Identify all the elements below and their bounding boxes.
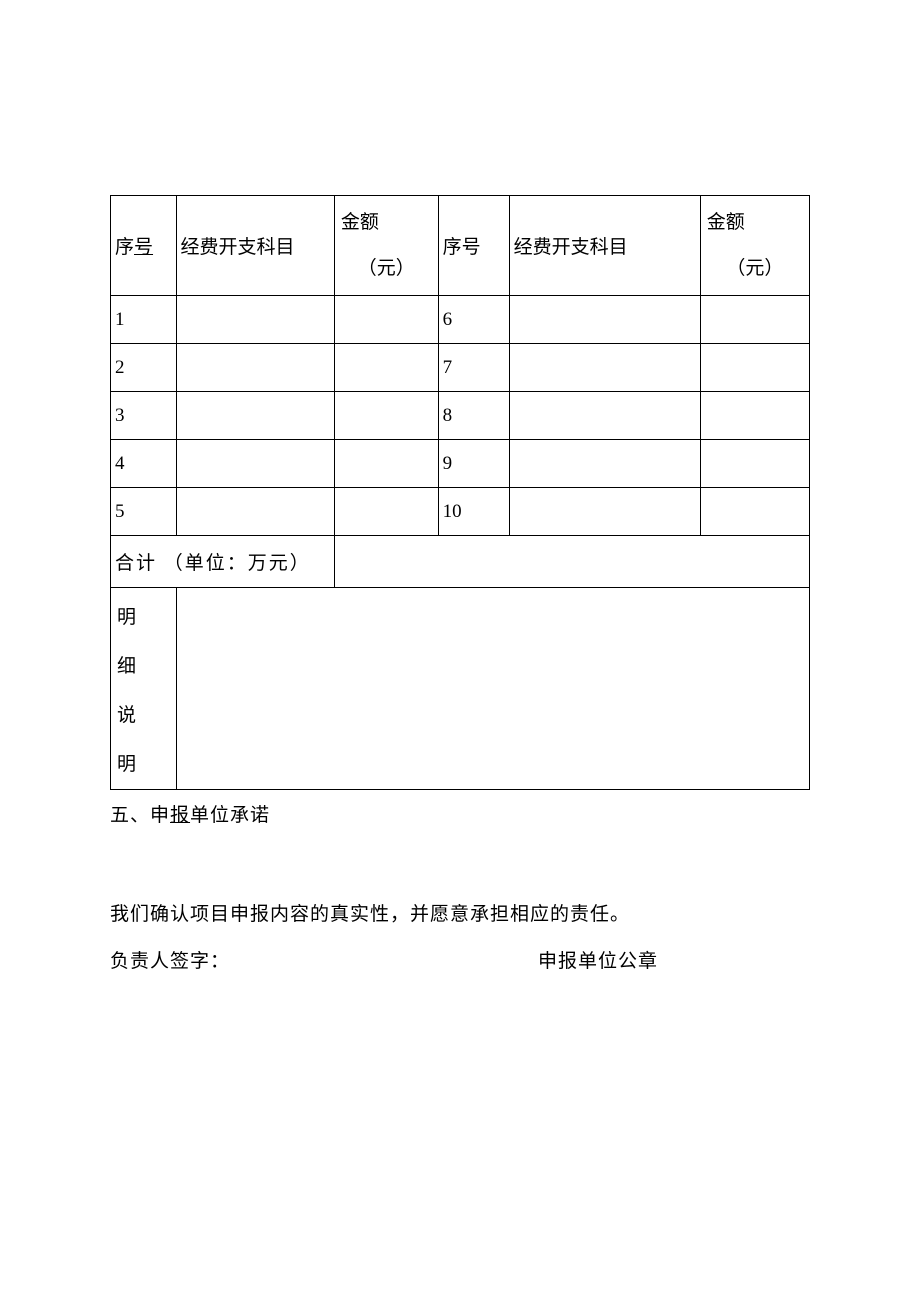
table-row: 2 7: [111, 344, 810, 392]
cell-subject: [176, 440, 334, 488]
detail-label-char: 说: [117, 700, 172, 727]
table-row: 4 9: [111, 440, 810, 488]
detail-value: [176, 588, 809, 790]
cell-subject: [509, 296, 700, 344]
cell-seq: 5: [111, 488, 177, 536]
cell-subject: [509, 488, 700, 536]
expense-table: 序号 经费开支科目 金额 （元） 序号 经费开支科目 金额 （元） 1 6 2: [110, 195, 810, 790]
cell-seq: 6: [438, 296, 509, 344]
cell-amount: [700, 344, 809, 392]
header-amount-left-line2: （元）: [339, 246, 434, 292]
cell-amount: [334, 392, 438, 440]
cell-subject: [509, 392, 700, 440]
heading-prefix: 五、申: [110, 805, 170, 826]
detail-label-char: 明: [117, 602, 172, 629]
heading-suffix: 单位承诺: [190, 805, 270, 826]
cell-subject: [509, 440, 700, 488]
table-row: 3 8: [111, 392, 810, 440]
cell-seq: 1: [111, 296, 177, 344]
detail-label-char: 明: [117, 749, 172, 776]
table-header-row: 序号 经费开支科目 金额 （元） 序号 经费开支科目 金额 （元）: [111, 196, 810, 296]
commitment-text: 我们确认项目申报内容的真实性，并愿意承担相应的责任。: [110, 899, 810, 926]
section-heading: 五、申报单位承诺: [110, 800, 810, 827]
header-amount-right-line1: 金额: [705, 200, 805, 246]
cell-amount: [334, 296, 438, 344]
total-label: 合计 （单位：万元）: [111, 536, 335, 588]
detail-label-char: 细: [117, 651, 172, 678]
signature-right-label: 申报单位公章: [538, 946, 658, 973]
header-amount-left: 金额 （元）: [334, 196, 438, 296]
cell-subject: [509, 344, 700, 392]
header-seq-left-char1: 序: [115, 237, 134, 258]
cell-seq: 4: [111, 440, 177, 488]
detail-row: 明 细 说 明: [111, 588, 810, 790]
cell-subject: [176, 488, 334, 536]
header-seq-right: 序号: [438, 196, 509, 296]
header-amount-right: 金额 （元）: [700, 196, 809, 296]
detail-label: 明 细 说 明: [115, 602, 172, 776]
cell-amount: [700, 488, 809, 536]
heading-bao: 报: [170, 805, 190, 826]
cell-amount: [700, 440, 809, 488]
header-seq-left: 序号: [111, 196, 177, 296]
detail-label-cell: 明 细 说 明: [111, 588, 177, 790]
cell-amount: [700, 296, 809, 344]
cell-subject: [176, 296, 334, 344]
cell-seq: 3: [111, 392, 177, 440]
table-row: 1 6: [111, 296, 810, 344]
signature-left-label: 负责人签字：: [110, 946, 230, 973]
header-amount-right-line2: （元）: [705, 246, 805, 292]
table-row: 5 10: [111, 488, 810, 536]
cell-seq: 7: [438, 344, 509, 392]
signature-spacer: [230, 946, 538, 973]
cell-amount: [334, 440, 438, 488]
cell-subject: [176, 344, 334, 392]
cell-subject: [176, 392, 334, 440]
cell-seq: 10: [438, 488, 509, 536]
header-subject-left: 经费开支科目: [176, 196, 334, 296]
cell-seq: 9: [438, 440, 509, 488]
total-row: 合计 （单位：万元）: [111, 536, 810, 588]
header-amount-left-line1: 金额: [339, 200, 434, 246]
cell-amount: [700, 392, 809, 440]
cell-amount: [334, 344, 438, 392]
cell-amount: [334, 488, 438, 536]
cell-seq: 2: [111, 344, 177, 392]
header-seq-left-char2: 号: [134, 237, 153, 258]
signature-line: 负责人签字： 申报单位公章: [110, 946, 810, 973]
cell-seq: 8: [438, 392, 509, 440]
header-subject-right: 经费开支科目: [509, 196, 700, 296]
total-value: [334, 536, 809, 588]
